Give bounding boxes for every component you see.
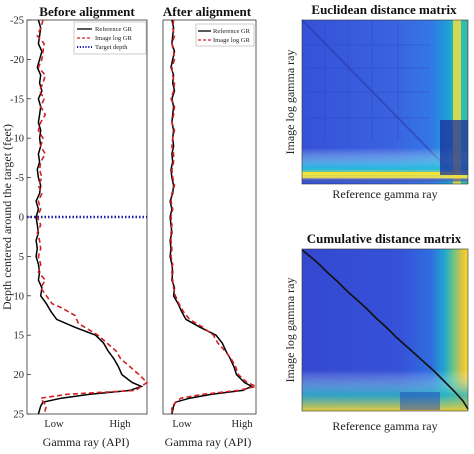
panel4-x-label: Reference gamma ray <box>332 419 437 433</box>
y-tick-label: -10 <box>10 134 24 145</box>
y-tick-label: -20 <box>10 55 24 66</box>
y-tick-label: 15 <box>14 331 25 342</box>
panel1-x-tick-low: Low <box>44 419 64 430</box>
cumulative-heatmap <box>301 248 469 412</box>
y-tick-label: 20 <box>14 370 25 381</box>
y-tick-label: -5 <box>15 173 24 184</box>
panel1-title: Before alignment <box>39 4 135 19</box>
panel2-series-image-log-gr <box>170 19 259 414</box>
y-tick-label: 25 <box>14 410 25 421</box>
y-tick-label: 0 <box>19 213 24 224</box>
euclidean-heatmap <box>301 19 469 185</box>
warping-path <box>301 249 469 410</box>
legend1-label-target: Target depth <box>95 44 128 51</box>
panel2-title: After alignment <box>163 4 252 19</box>
panel1-y-label: Depth centered around the target (feet) <box>0 124 14 310</box>
y-tick-label: 5 <box>19 252 24 263</box>
panel1-x-tick-high: High <box>110 419 132 430</box>
legend1-label-img: Image log GR <box>95 35 132 42</box>
panel2-series-reference-gr <box>169 19 254 415</box>
panel1-x-label: Gamma ray (API) <box>43 435 130 449</box>
panel2-series <box>169 19 259 415</box>
panel4-y-label: Image log gamma ray <box>283 278 297 383</box>
panel2-legend: Reference GR Image log GR <box>195 23 255 47</box>
y-tick-label: -25 <box>10 16 24 27</box>
panel2-x-tick-low: Low <box>172 419 192 430</box>
panel3-title: Euclidean distance matrix <box>311 2 457 17</box>
legend2-label-ref: Reference GR <box>213 28 251 35</box>
legend1-label-ref: Reference GR <box>95 26 133 33</box>
panel4-title: Cumulative distance matrix <box>307 231 462 246</box>
panel1-y-ticks: -25 -20 -15 -10 -5 0 5 10 15 20 25 <box>10 16 31 421</box>
panel2-plot-area <box>162 19 257 415</box>
panel2-x-tick-high: High <box>232 419 254 430</box>
legend2-label-img: Image log GR <box>213 37 250 44</box>
panel3-y-label: Image log gamma ray <box>283 50 297 155</box>
panel1-legend: Reference GR Image log GR Target depth <box>73 21 147 55</box>
panel1-series-reference-gr <box>35 19 144 415</box>
panel3-x-label: Reference gamma ray <box>332 187 437 201</box>
panel1-series <box>27 19 149 415</box>
panel2-x-label: Gamma ray (API) <box>165 435 252 449</box>
panel1-series-image-log-gr <box>36 19 149 415</box>
y-tick-label: 10 <box>14 291 25 302</box>
y-tick-label: -15 <box>10 94 24 105</box>
